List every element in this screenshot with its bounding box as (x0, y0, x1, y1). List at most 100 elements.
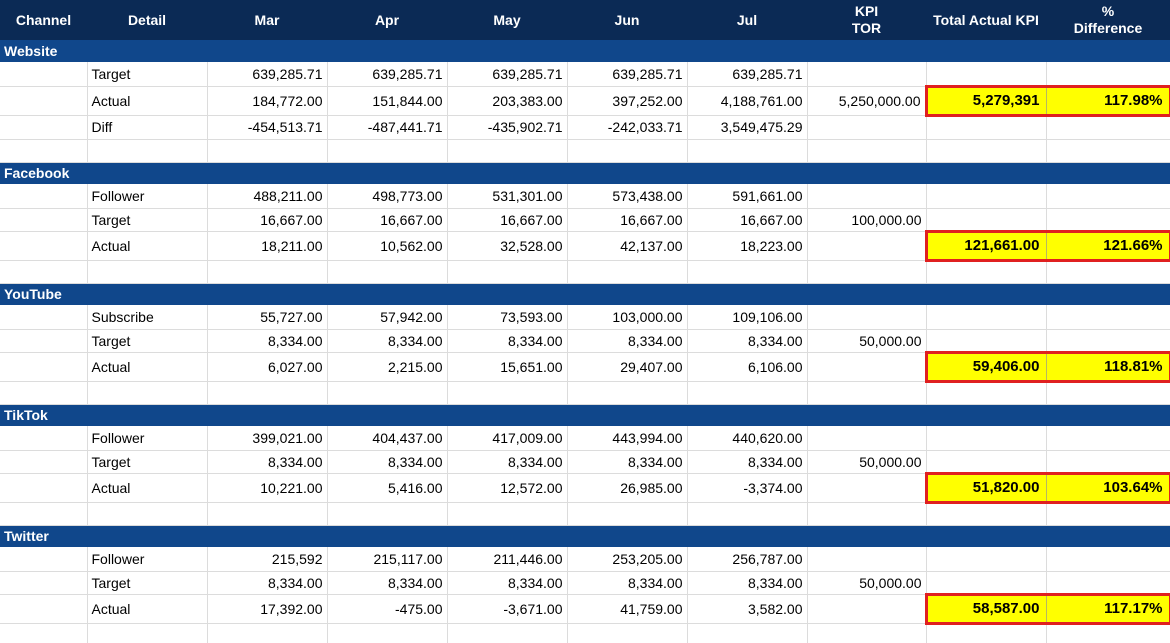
column-header-mar[interactable]: Mar (207, 0, 327, 40)
detail-cell[interactable]: Target (87, 62, 208, 87)
month-value-cell[interactable]: 8,334.00 (327, 450, 448, 474)
empty-cell[interactable] (926, 260, 1047, 284)
month-value-cell[interactable]: 5,416.00 (327, 473, 448, 503)
empty-cell[interactable] (327, 502, 448, 526)
column-header-jun[interactable]: Jun (567, 0, 687, 40)
kpi-tor-cell[interactable] (807, 473, 927, 503)
kpi-tor-cell[interactable]: 50,000.00 (807, 329, 927, 353)
empty-cell[interactable] (327, 260, 448, 284)
empty-cell[interactable] (1046, 139, 1170, 163)
channel-cell[interactable] (0, 115, 88, 140)
month-value-cell[interactable]: 32,528.00 (447, 231, 568, 261)
kpi-tor-cell[interactable] (807, 305, 927, 330)
month-value-cell[interactable]: 256,787.00 (687, 547, 808, 572)
empty-cell[interactable] (207, 623, 328, 643)
empty-cell[interactable] (926, 381, 1047, 405)
month-value-cell[interactable]: 42,137.00 (567, 231, 688, 261)
empty-cell[interactable] (0, 623, 88, 643)
empty-cell[interactable] (807, 623, 927, 643)
empty-cell[interactable] (87, 502, 208, 526)
month-value-cell[interactable]: 73,593.00 (447, 305, 568, 330)
empty-cell[interactable] (807, 260, 927, 284)
month-value-cell[interactable]: 18,223.00 (687, 231, 808, 261)
month-value-cell[interactable]: 253,205.00 (567, 547, 688, 572)
detail-cell[interactable]: Diff (87, 115, 208, 140)
channel-cell[interactable] (0, 208, 88, 232)
kpi-tor-cell[interactable] (807, 594, 927, 624)
total-actual-kpi-cell[interactable] (926, 62, 1047, 87)
channel-cell[interactable] (0, 62, 88, 87)
empty-cell[interactable] (327, 623, 448, 643)
month-value-cell[interactable]: 184,772.00 (207, 86, 328, 116)
empty-cell[interactable] (807, 139, 927, 163)
column-header-jul[interactable]: Jul (687, 0, 807, 40)
empty-cell[interactable] (926, 623, 1047, 643)
empty-cell[interactable] (926, 139, 1047, 163)
empty-cell[interactable] (567, 260, 688, 284)
detail-cell[interactable]: Target (87, 450, 208, 474)
empty-cell[interactable] (1046, 623, 1170, 643)
column-header-total-actual-kpi[interactable]: Total Actual KPI (926, 0, 1046, 40)
detail-cell[interactable]: Target (87, 571, 208, 595)
total-actual-kpi-highlight[interactable]: 59,406.00 (924, 350, 1047, 383)
empty-cell[interactable] (687, 260, 808, 284)
month-value-cell[interactable]: 8,334.00 (327, 571, 448, 595)
empty-cell[interactable] (1046, 502, 1170, 526)
column-header-channel[interactable]: Channel (0, 0, 87, 40)
month-value-cell[interactable]: 103,000.00 (567, 305, 688, 330)
month-value-cell[interactable]: 16,667.00 (207, 208, 328, 232)
empty-cell[interactable] (1046, 381, 1170, 405)
kpi-tor-cell[interactable] (807, 184, 927, 209)
pct-difference-cell[interactable] (1046, 571, 1170, 595)
month-value-cell[interactable]: 440,620.00 (687, 426, 808, 451)
empty-cell[interactable] (87, 623, 208, 643)
detail-cell[interactable]: Actual (87, 352, 208, 382)
empty-cell[interactable] (447, 381, 568, 405)
month-value-cell[interactable]: -3,374.00 (687, 473, 808, 503)
month-value-cell[interactable]: 8,334.00 (207, 329, 328, 353)
month-value-cell[interactable]: 8,334.00 (207, 571, 328, 595)
month-value-cell[interactable]: 639,285.71 (567, 62, 688, 87)
channel-cell[interactable] (0, 450, 88, 474)
section-label[interactable]: YouTube (0, 283, 1170, 305)
column-header-detail[interactable]: Detail (87, 0, 207, 40)
empty-cell[interactable] (0, 139, 88, 163)
month-value-cell[interactable]: -487,441.71 (327, 115, 448, 140)
channel-cell[interactable] (0, 352, 88, 382)
kpi-tor-cell[interactable]: 100,000.00 (807, 208, 927, 232)
pct-difference-cell[interactable] (1046, 115, 1170, 140)
month-value-cell[interactable]: 417,009.00 (447, 426, 568, 451)
kpi-tor-cell[interactable]: 50,000.00 (807, 571, 927, 595)
empty-cell[interactable] (327, 139, 448, 163)
month-value-cell[interactable]: 488,211.00 (207, 184, 328, 209)
month-value-cell[interactable]: 17,392.00 (207, 594, 328, 624)
month-value-cell[interactable]: -242,033.71 (567, 115, 688, 140)
empty-cell[interactable] (567, 502, 688, 526)
month-value-cell[interactable]: 215,592 (207, 547, 328, 572)
empty-cell[interactable] (0, 381, 88, 405)
pct-difference-cell[interactable] (1046, 547, 1170, 572)
detail-cell[interactable]: Target (87, 208, 208, 232)
empty-cell[interactable] (567, 381, 688, 405)
month-value-cell[interactable]: 109,106.00 (687, 305, 808, 330)
month-value-cell[interactable]: 8,334.00 (447, 329, 568, 353)
kpi-tor-cell[interactable] (807, 547, 927, 572)
month-value-cell[interactable]: 3,582.00 (687, 594, 808, 624)
month-value-cell[interactable]: 639,285.71 (327, 62, 448, 87)
total-actual-kpi-cell[interactable] (926, 547, 1047, 572)
kpi-tor-cell[interactable]: 5,250,000.00 (807, 86, 927, 116)
empty-cell[interactable] (1046, 260, 1170, 284)
total-actual-kpi-highlight[interactable]: 58,587.00 (924, 592, 1047, 625)
month-value-cell[interactable]: 639,285.71 (447, 62, 568, 87)
month-value-cell[interactable]: 531,301.00 (447, 184, 568, 209)
total-actual-kpi-highlight[interactable]: 51,820.00 (924, 471, 1047, 504)
month-value-cell[interactable]: 10,562.00 (327, 231, 448, 261)
channel-cell[interactable] (0, 594, 88, 624)
column-header-may[interactable]: May (447, 0, 567, 40)
month-value-cell[interactable]: 8,334.00 (687, 571, 808, 595)
kpi-tor-cell[interactable]: 50,000.00 (807, 450, 927, 474)
total-actual-kpi-cell[interactable] (926, 305, 1047, 330)
empty-cell[interactable] (807, 381, 927, 405)
month-value-cell[interactable]: 6,027.00 (207, 352, 328, 382)
empty-cell[interactable] (447, 139, 568, 163)
